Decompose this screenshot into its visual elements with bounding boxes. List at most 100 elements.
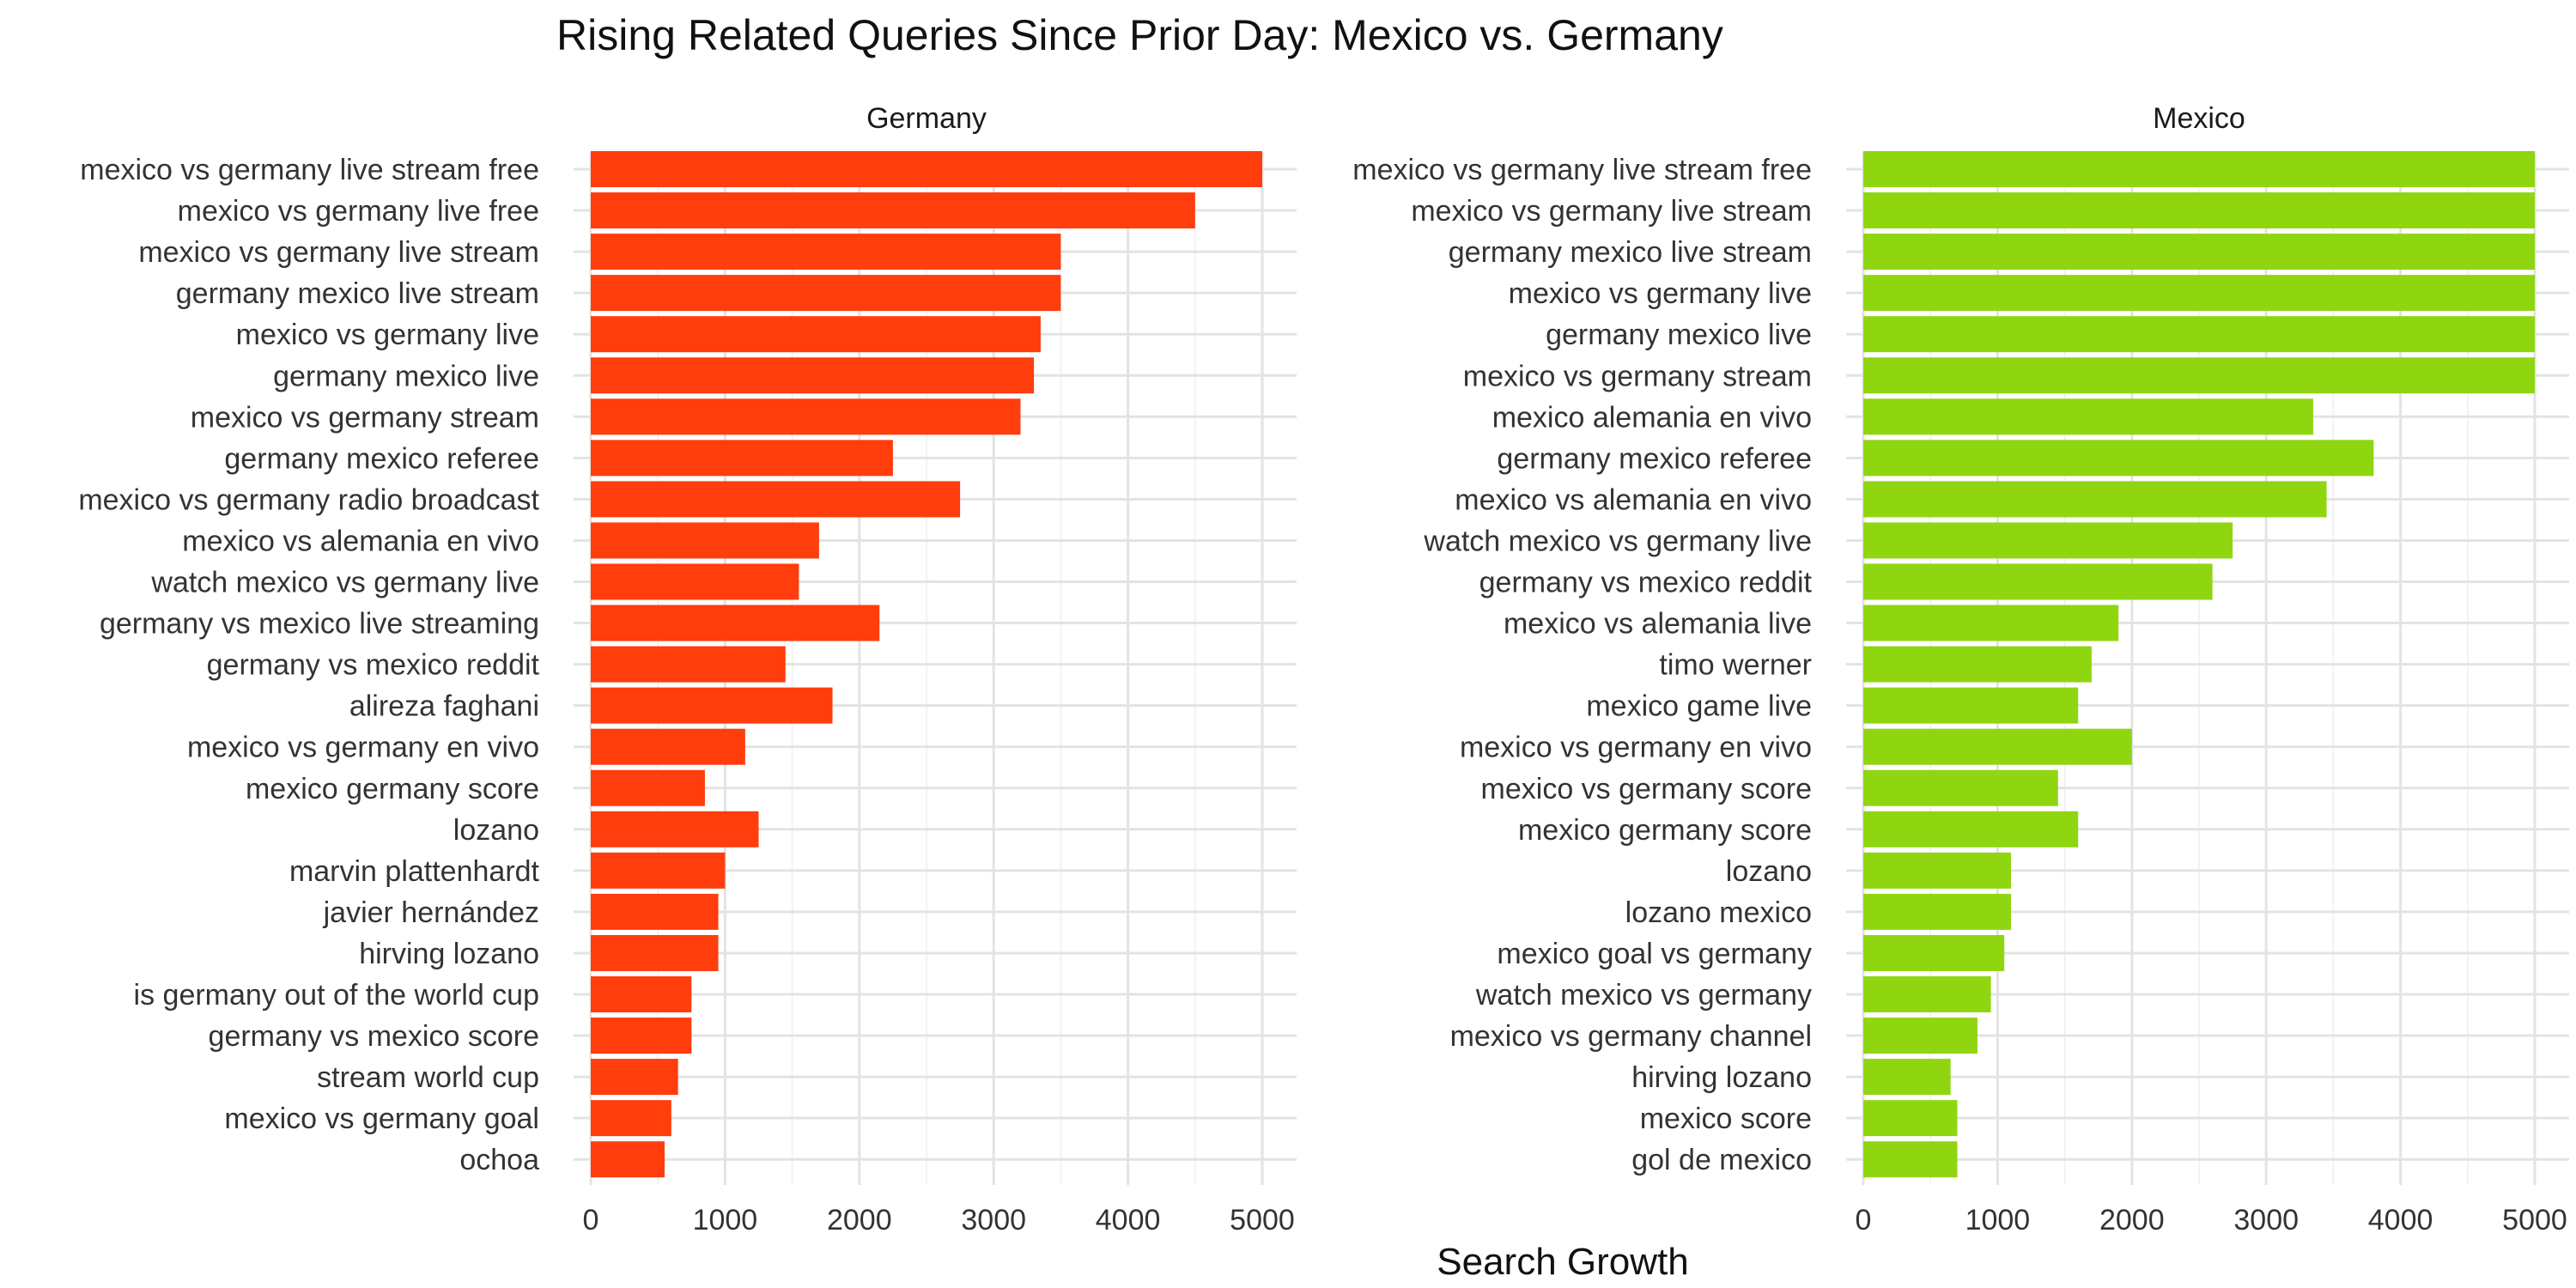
bar bbox=[591, 234, 1061, 270]
category-label: mexico vs germany live bbox=[236, 319, 539, 351]
bar bbox=[591, 893, 719, 930]
bar bbox=[1863, 1059, 1951, 1096]
category-label: ochoa bbox=[459, 1144, 539, 1176]
bar bbox=[1863, 893, 2012, 930]
bar bbox=[1863, 316, 2535, 353]
bar bbox=[591, 852, 726, 889]
category-label: germany vs mexico reddit bbox=[1479, 567, 1813, 599]
category-label: mexico vs germany en vivo bbox=[187, 732, 539, 764]
chart-panels: Germany 0 1000 2000 3000 4000 5000 mexico vs ge… bbox=[78, 102, 2569, 1236]
bar bbox=[591, 1018, 692, 1054]
x-tick-label: 1000 bbox=[1965, 1204, 2031, 1236]
bar bbox=[1863, 234, 2535, 270]
bar bbox=[591, 563, 799, 600]
category-label: germany vs mexico reddit bbox=[207, 649, 540, 682]
category-label: mexico vs germany stream bbox=[191, 401, 539, 434]
panel-germany: Germany 0 1000 2000 3000 4000 5000 mexico vs ge… bbox=[78, 102, 1297, 1236]
x-tick-label: 2000 bbox=[827, 1204, 892, 1236]
bar bbox=[591, 934, 719, 971]
category-label: mexico vs germany live bbox=[1509, 277, 1812, 310]
bar bbox=[1863, 976, 1991, 1012]
category-label: mexico vs alemania en vivo bbox=[1455, 483, 1812, 516]
bar bbox=[591, 728, 745, 765]
x-tick-label: 1000 bbox=[693, 1204, 758, 1236]
category-label: gol de mexico bbox=[1631, 1144, 1812, 1176]
bar bbox=[1863, 563, 2213, 600]
bar bbox=[591, 440, 893, 477]
bar bbox=[1863, 481, 2327, 518]
category-label: mexico vs germany live stream free bbox=[80, 154, 539, 186]
bar bbox=[591, 605, 880, 641]
bar bbox=[1863, 522, 2233, 559]
bar bbox=[1863, 440, 2374, 477]
category-label: mexico germany score bbox=[1518, 814, 1812, 847]
chart-title: Rising Related Queries Since Prior Day: … bbox=[556, 11, 1723, 59]
category-label: mexico vs germany live stream bbox=[1411, 195, 1812, 228]
category-label: stream world cup bbox=[317, 1061, 539, 1094]
category-label: mexico score bbox=[1640, 1103, 1812, 1135]
bar bbox=[1863, 646, 2092, 683]
bar bbox=[1863, 151, 2535, 187]
panel-strip-label: Germany bbox=[866, 102, 987, 135]
bar bbox=[1863, 398, 2313, 435]
category-label: lozano bbox=[453, 814, 539, 847]
category-label: mexico vs germany goal bbox=[224, 1103, 539, 1135]
panel-strip-label: Mexico bbox=[2153, 102, 2245, 135]
bar bbox=[591, 769, 705, 806]
x-tick-label: 5000 bbox=[2502, 1204, 2567, 1236]
bar bbox=[591, 976, 692, 1012]
category-label: javier hernández bbox=[323, 896, 539, 929]
category-label: mexico vs alemania live bbox=[1504, 608, 1812, 641]
x-tick-label: 3000 bbox=[2233, 1204, 2299, 1236]
bar bbox=[591, 398, 1021, 435]
category-label: mexico vs germany live stream bbox=[138, 236, 539, 269]
bar bbox=[591, 151, 1262, 187]
category-label: germany mexico live bbox=[273, 360, 539, 392]
bar bbox=[591, 1100, 671, 1137]
category-label: germany mexico referee bbox=[1497, 442, 1812, 475]
bar bbox=[1863, 852, 2012, 889]
category-label: lozano mexico bbox=[1625, 896, 1812, 929]
bar bbox=[1863, 811, 2079, 848]
bar bbox=[591, 1141, 665, 1178]
category-label: mexico vs germany radio broadcast bbox=[78, 483, 539, 516]
category-label: hirving lozano bbox=[1631, 1061, 1812, 1094]
x-tick-label: 5000 bbox=[1230, 1204, 1295, 1236]
category-label: mexico vs germany live stream free bbox=[1352, 154, 1812, 186]
bar bbox=[591, 1059, 678, 1096]
bar bbox=[1863, 357, 2535, 394]
x-tick-label: 4000 bbox=[2368, 1204, 2433, 1236]
category-label: mexico game live bbox=[1586, 690, 1812, 723]
x-tick-label: 0 bbox=[583, 1204, 599, 1236]
category-label: timo werner bbox=[1659, 649, 1812, 682]
category-label: germany mexico live stream bbox=[1449, 236, 1812, 269]
category-label: hirving lozano bbox=[359, 938, 539, 970]
bar bbox=[591, 522, 819, 559]
x-tick-label: 0 bbox=[1856, 1204, 1872, 1236]
bar bbox=[591, 481, 961, 518]
bar bbox=[591, 687, 833, 724]
category-label: lozano bbox=[1726, 855, 1812, 888]
bar bbox=[1863, 769, 2058, 806]
category-label: mexico vs germany stream bbox=[1463, 360, 1812, 392]
bar bbox=[1863, 192, 2535, 229]
bar bbox=[1863, 1141, 1958, 1178]
bar bbox=[591, 811, 759, 848]
category-label: germany mexico live stream bbox=[176, 277, 539, 310]
category-label: watch mexico vs germany bbox=[1475, 979, 1812, 1012]
x-axis-label: Search Growth bbox=[1437, 1241, 1688, 1283]
category-label: is germany out of the world cup bbox=[134, 979, 539, 1012]
category-label: watch mexico vs germany live bbox=[150, 567, 539, 599]
category-label: germany vs mexico score bbox=[209, 1020, 539, 1053]
x-tick-label: 3000 bbox=[961, 1204, 1026, 1236]
category-label: mexico germany score bbox=[246, 773, 539, 805]
category-label: mexico alemania en vivo bbox=[1492, 401, 1812, 434]
bar bbox=[591, 275, 1061, 312]
category-label: watch mexico vs germany live bbox=[1423, 525, 1812, 557]
category-label: alireza faghani bbox=[349, 690, 539, 723]
bar bbox=[591, 357, 1035, 394]
category-label: mexico vs germany channel bbox=[1450, 1020, 1812, 1053]
category-label: mexico vs germany en vivo bbox=[1460, 732, 1812, 764]
category-label: mexico vs alemania en vivo bbox=[182, 525, 539, 557]
